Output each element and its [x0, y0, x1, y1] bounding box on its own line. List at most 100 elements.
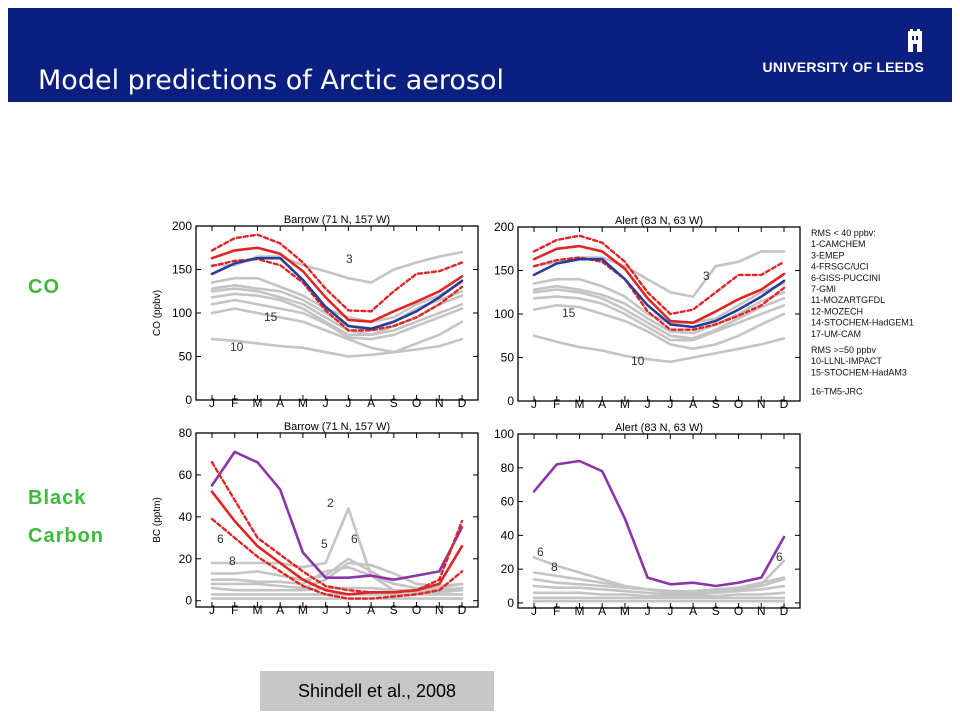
x-tick-label: O: [734, 604, 743, 618]
x-tick-label: J: [209, 396, 215, 410]
x-tick-label: N: [435, 603, 444, 617]
co-label-text: CO: [28, 276, 60, 298]
university-crest-icon: [908, 29, 922, 52]
title-bar: Model predictions of Arctic aerosol UNIV…: [8, 8, 952, 102]
series-line-grey-15: [532, 304, 786, 351]
model-number-label: 6: [537, 545, 544, 559]
series-line-red-dotted-upper: [210, 461, 464, 594]
x-tick-label: O: [734, 397, 743, 411]
model-number-label: 6: [217, 532, 224, 546]
y-tick-label: 60: [179, 468, 193, 482]
series-line-grey: [210, 276, 464, 323]
legend-entry: 7-GMI: [811, 284, 836, 294]
legend-entry: 14-STOCHEM-HadGEM1: [811, 318, 914, 328]
black-carbon-row-label: Black Carbon: [28, 479, 104, 555]
chart-title: Alert (83 N, 63 W): [615, 215, 703, 227]
series-line-red-solid: [532, 244, 786, 324]
x-tick-label: A: [598, 604, 606, 618]
x-tick-label: J: [667, 604, 673, 618]
y-tick-label: 200: [172, 219, 192, 233]
x-tick-label: S: [390, 396, 398, 410]
chart-title: Barrow (71 N, 157 W): [284, 214, 390, 226]
y-tick-label: 80: [501, 461, 515, 475]
series-line-grey: [532, 295, 786, 342]
x-tick-label: J: [345, 396, 351, 410]
x-tick-label: D: [780, 397, 789, 411]
x-tick-label: O: [412, 396, 421, 410]
legend-entry: 16-TM5-JRC: [811, 387, 863, 397]
x-tick-label: M: [574, 604, 584, 618]
x-tick-label: M: [298, 603, 308, 617]
y-axis-label: BC (pptm): [152, 497, 163, 543]
x-tick-label: F: [231, 396, 238, 410]
x-tick-label: M: [620, 604, 630, 618]
series-line-red-dotted-upper: [532, 234, 786, 316]
series-line-red-solid: [210, 246, 464, 323]
x-tick-label: O: [412, 603, 421, 617]
x-tick-label: M: [574, 397, 584, 411]
series-line-blue: [532, 257, 786, 329]
model-number-label: 6: [776, 550, 783, 564]
series-line-purple: [532, 459, 786, 588]
y-axis-label: CO (ppbv): [152, 290, 163, 336]
legend-entry: 6-GISS-PUCCINI: [811, 273, 881, 283]
model-number-label: 5: [321, 537, 328, 551]
x-tick-label: J: [323, 603, 329, 617]
x-tick-label: J: [531, 397, 537, 411]
legend-group-title: RMS >=50 ppbv: [811, 345, 877, 355]
series-line-grey: [532, 584, 786, 596]
y-tick-label: 20: [179, 552, 193, 566]
x-tick-label: J: [531, 604, 537, 618]
x-tick-label: N: [757, 397, 766, 411]
y-tick-label: 0: [185, 594, 192, 608]
y-tick-label: 200: [494, 220, 514, 234]
model-number-label: 15: [562, 306, 576, 320]
series-line-red-dotted-lower: [532, 256, 786, 331]
x-tick-label: S: [712, 604, 720, 618]
y-tick-label: 60: [501, 495, 515, 509]
model-number-label: 8: [229, 554, 236, 568]
series-line-grey-15: [210, 307, 464, 354]
x-tick-label: D: [780, 604, 789, 618]
x-tick-label: A: [689, 604, 697, 618]
legend-group-title: RMS < 40 ppbv:: [811, 228, 876, 238]
x-tick-label: N: [435, 396, 444, 410]
y-tick-label: 50: [179, 350, 193, 364]
legend-entry: 15-STOCHEM-HadAM3: [811, 367, 907, 377]
y-tick-label: 0: [185, 393, 192, 407]
x-tick-label: J: [645, 397, 651, 411]
model-number-label: 15: [264, 310, 278, 324]
plot-frame: [517, 433, 801, 609]
y-tick-label: 100: [172, 306, 192, 320]
y-tick-label: 100: [494, 307, 514, 321]
series-line-purple: [210, 450, 464, 582]
plot-frame: [195, 432, 479, 608]
series-line-grey: [532, 277, 786, 324]
x-tick-label: A: [276, 603, 284, 617]
legend-entry: 1-CAMCHEM: [811, 239, 866, 249]
x-tick-label: S: [712, 397, 720, 411]
legend-entry: 11-MOZARTGFDL: [811, 295, 885, 305]
x-tick-label: A: [689, 397, 697, 411]
x-tick-label: J: [667, 397, 673, 411]
x-tick-label: J: [209, 603, 215, 617]
model-figure: Barrow (71 N, 157 W)CO (ppbv)05010015020…: [152, 214, 914, 618]
x-tick-label: F: [553, 604, 560, 618]
y-tick-label: 150: [494, 264, 514, 278]
x-tick-label: N: [757, 604, 766, 618]
model-number-label: 3: [703, 269, 710, 283]
x-tick-label: J: [323, 396, 329, 410]
series-line-red-dotted-upper: [210, 233, 464, 313]
x-tick-label: F: [553, 397, 560, 411]
x-tick-label: A: [598, 397, 606, 411]
legend-entry: 17-UM-CAM: [811, 329, 861, 339]
x-tick-label: J: [645, 604, 651, 618]
series-line-grey-10: [532, 334, 786, 364]
y-tick-label: 0: [507, 394, 514, 408]
black-label-text: Black: [28, 487, 87, 509]
y-tick-label: 0: [507, 596, 514, 610]
legend-entry: 10-LLNL-IMPACT: [811, 356, 882, 366]
legend-entry: 4-FRSGC/UCI: [811, 262, 869, 272]
series-line-grey: [532, 288, 786, 340]
